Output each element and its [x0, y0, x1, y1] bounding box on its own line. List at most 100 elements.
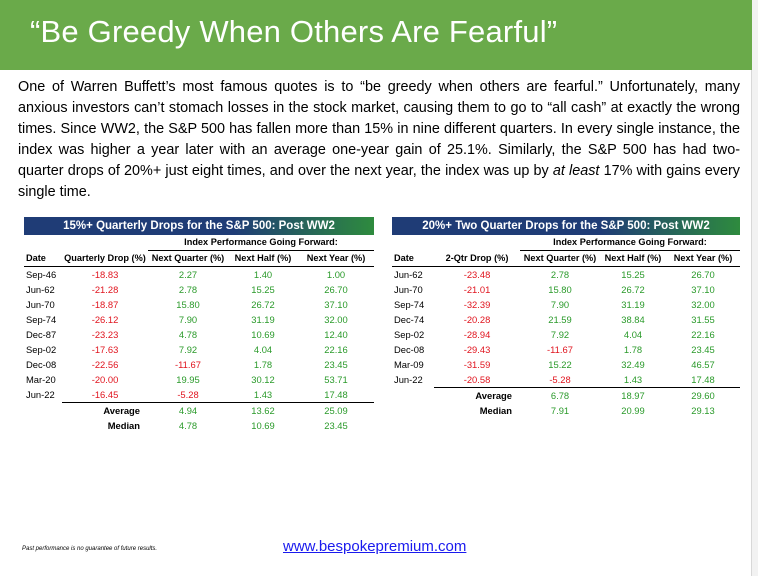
- table-cell: 1.43: [623, 374, 643, 385]
- table-cell: Sep-74: [26, 314, 57, 325]
- intro-emphasis: at least: [552, 163, 600, 179]
- table-cell: -20.28: [463, 314, 491, 325]
- two-quarter-drops-grid: Index Performance Going Forward: Date 2-…: [392, 235, 740, 418]
- table-cell: 2.78: [178, 284, 198, 295]
- table-cell: -18.83: [91, 269, 119, 280]
- table-cell: 1.00: [326, 269, 346, 280]
- table-cell: 17.48: [324, 389, 348, 400]
- disclaimer: Past performance is no guarantee of futu…: [22, 546, 158, 552]
- table-cell: Jun-62: [394, 269, 423, 280]
- table-cell: 32.00: [324, 314, 348, 325]
- table-cell: 17.48: [691, 374, 715, 385]
- stat-value: 10.69: [251, 420, 275, 431]
- table-cell: 7.90: [178, 314, 198, 325]
- stat-value: 4.94: [148, 402, 228, 418]
- table-cell: 26.72: [621, 284, 645, 295]
- stat-label: Average: [62, 402, 148, 418]
- table-cell: 4.78: [178, 329, 198, 340]
- table-cell: Jun-22: [26, 389, 55, 401]
- table-row: Jun-70 -21.01 15.80 26.72 37.10: [392, 282, 740, 297]
- page-title: “Be Greedy When Others Are Fearful”: [30, 14, 558, 49]
- empty-cell: [24, 403, 62, 419]
- column-header-row: Date Quarterly Drop (%) Next Quarter (%)…: [24, 250, 374, 267]
- column-header: Next Quarter (%): [148, 250, 228, 267]
- column-header: 2-Qtr Drop (%): [434, 250, 520, 267]
- table-cell: -17.63: [91, 344, 119, 355]
- empty-cell: [392, 388, 434, 404]
- table-cell: Sep-02: [394, 329, 425, 340]
- two-quarter-drops-title: 20%+ Two Quarter Drops for the S&P 500: …: [392, 217, 740, 235]
- table-cell: 15.22: [548, 359, 572, 370]
- table-cell: 4.04: [253, 344, 273, 355]
- table-cell: 12.40: [324, 329, 348, 340]
- table-cell: 31.19: [251, 314, 275, 325]
- table-cell: -32.39: [463, 299, 491, 310]
- stat-label: Average: [434, 387, 520, 403]
- table-cell: Jun-70: [394, 284, 423, 295]
- table-cell: 15.25: [251, 284, 275, 295]
- table-cell: -11.67: [547, 344, 573, 355]
- table-cell: Sep-74: [394, 299, 425, 310]
- table-cell: Jun-70: [26, 299, 55, 310]
- title-banner: “Be Greedy When Others Are Fearful”: [0, 0, 752, 70]
- table-cell: -21.01: [463, 284, 491, 295]
- group-header: Index Performance Going Forward:: [148, 235, 374, 251]
- stat-row: Median 7.91 20.99 29.13: [392, 403, 740, 418]
- stat-value: 7.91: [550, 405, 570, 416]
- table-row: Jun-70 -18.87 15.80 26.72 37.10: [24, 297, 374, 312]
- table-row: Dec-08 -22.56 -11.67 1.78 23.45: [24, 357, 374, 372]
- table-cell: 26.70: [691, 269, 715, 280]
- quarterly-drops-table: 15%+ Quarterly Drops for the S&P 500: Po…: [24, 217, 374, 433]
- stat-value: 23.45: [324, 420, 348, 431]
- table-cell: -20.00: [91, 374, 119, 385]
- intro-paragraph: One of Warren Buffett’s most famous quot…: [18, 77, 740, 203]
- table-cell: 26.70: [324, 284, 348, 295]
- table-cell: 23.45: [691, 344, 715, 355]
- table-cell: -26.12: [91, 314, 119, 325]
- table-row: Dec-74 -20.28 21.59 38.84 31.55: [392, 312, 740, 327]
- table-row: Jun-62 -23.48 2.78 15.25 26.70: [392, 267, 740, 283]
- table-cell: -28.94: [463, 329, 491, 340]
- bespoke-link[interactable]: www.bespokepremium.com: [283, 538, 467, 555]
- intro-text-1: One of Warren Buffett’s most famous quot…: [18, 79, 740, 179]
- table-cell: 46.57: [691, 359, 715, 370]
- table-cell: Dec-87: [26, 329, 57, 340]
- table-cell: 23.45: [324, 359, 348, 370]
- table-cell: 10.69: [251, 329, 275, 340]
- table-cell: 37.10: [691, 284, 715, 295]
- empty-cell: [392, 403, 434, 418]
- table-cell: Jun-22: [394, 374, 423, 386]
- table-cell: 7.92: [550, 329, 570, 340]
- table-row: Sep-02 -17.63 7.92 4.04 22.16: [24, 342, 374, 357]
- table-cell: 22.16: [691, 329, 715, 340]
- table-cell: 26.72: [251, 299, 275, 310]
- two-quarter-drops-table: 20%+ Two Quarter Drops for the S&P 500: …: [392, 217, 740, 418]
- table-cell: Jun-62: [26, 284, 55, 295]
- stat-row: Average 6.78 18.97 29.60: [392, 387, 740, 404]
- intro-text-2: 17% with gains every single time.: [18, 163, 740, 200]
- slide-edge: [751, 0, 758, 576]
- table-cell: Mar-20: [26, 374, 56, 385]
- table-row: Mar-20 -20.00 19.95 30.12 53.71: [24, 372, 374, 387]
- table-cell: Mar-09: [394, 359, 424, 370]
- table-cell: 32.49: [621, 359, 645, 370]
- column-header: Next Half (%): [228, 250, 298, 267]
- table-cell: 19.95: [176, 374, 200, 385]
- stat-value: 25.09: [298, 402, 374, 418]
- stat-value: 20.99: [621, 405, 645, 416]
- column-header-row: Date 2-Qtr Drop (%) Next Quarter (%) Nex…: [392, 250, 740, 267]
- empty-cell: [24, 418, 62, 433]
- table-cell: 1.78: [253, 359, 273, 370]
- table-cell: 1.43: [253, 389, 273, 400]
- stat-row: Average 4.94 13.62 25.09: [24, 402, 374, 419]
- column-header: Quarterly Drop (%): [62, 250, 148, 267]
- table-row: Jun-22 -16.45 -5.28 1.43 17.48: [24, 387, 374, 403]
- stat-value: 6.78: [520, 387, 600, 403]
- table-cell: 31.19: [621, 299, 645, 310]
- table-row: Sep-46 -18.83 2.27 1.40 1.00: [24, 267, 374, 283]
- stat-row: Median 4.78 10.69 23.45: [24, 418, 374, 433]
- table-cell: -20.58: [463, 374, 491, 385]
- table-cell: -22.56: [91, 359, 119, 370]
- table-cell: Sep-02: [26, 344, 57, 355]
- table-cell: 15.80: [548, 284, 572, 295]
